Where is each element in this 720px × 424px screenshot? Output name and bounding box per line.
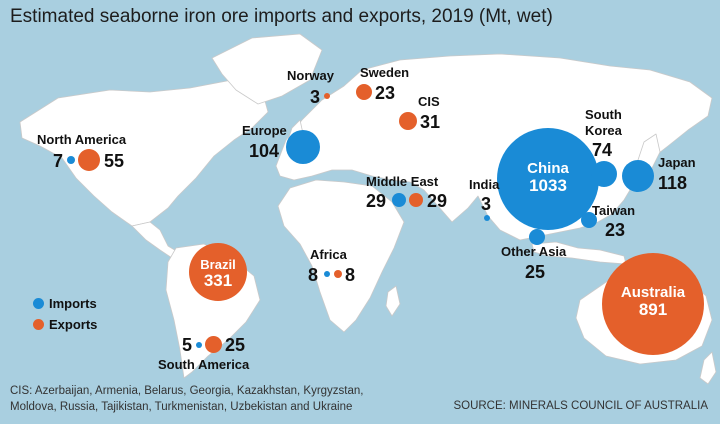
middle-east-exports-value: 29 — [427, 191, 448, 211]
australia-value: 891 — [638, 299, 668, 319]
north-america-exports-value: 55 — [104, 151, 125, 171]
south-america-exports-value: 25 — [225, 335, 246, 355]
africa-imports-value: 8 — [308, 265, 319, 285]
india-imports-bubble — [484, 215, 490, 221]
landmass-africa — [277, 179, 405, 333]
source-credit: SOURCE: MINERALS COUNCIL OF AUSTRALIA — [453, 400, 708, 412]
middle-east-exports-bubble — [409, 193, 423, 207]
japan-name: Japan — [658, 155, 696, 170]
africa-name: Africa — [310, 247, 347, 262]
sweden-name: Sweden — [360, 65, 410, 80]
africa-exports-value: 8 — [345, 265, 356, 285]
legend-exports: Exports — [33, 317, 97, 332]
landmass-north-america — [19, 79, 269, 227]
other-asia-imports-bubble — [529, 229, 545, 245]
north-america-name: North America — [37, 132, 127, 147]
legend-exports-label: Exports — [49, 317, 98, 332]
africa-imports-bubble — [324, 271, 330, 277]
south-america-exports-bubble — [205, 336, 222, 353]
norway-exports-bubble — [324, 93, 330, 99]
brazil-exports-bubble — [189, 243, 247, 301]
footnote-line1: CIS: Azerbaijan, Armenia, Belarus, Georg… — [10, 385, 364, 397]
legend-exports-dot — [33, 319, 44, 330]
taiwan-name: Taiwan — [592, 203, 636, 218]
north-america-exports-bubble — [78, 149, 100, 171]
legend-imports-dot — [33, 298, 44, 309]
middle-east-imports-bubble — [392, 193, 406, 207]
south-america-name: South America — [158, 357, 250, 372]
other-asia-name: Other Asia — [501, 244, 567, 259]
north-america-imports-bubble — [67, 156, 75, 164]
brazil-value: 331 — [203, 270, 233, 290]
europe-name: Europe — [242, 123, 287, 138]
cis-exports-value: 31 — [420, 112, 441, 132]
norway-exports-value: 3 — [310, 87, 321, 107]
australia-name: Australia — [620, 284, 686, 301]
taiwan-imports-value: 23 — [605, 220, 626, 240]
japan-imports-value: 118 — [658, 173, 688, 193]
china-name: China — [527, 160, 569, 177]
europe-imports-value: 104 — [249, 141, 280, 161]
landmass-central-america — [131, 221, 179, 259]
south-korea-name-line1: South — [585, 107, 622, 122]
north-america-imports-value: 7 — [53, 151, 64, 171]
sweden-exports-bubble — [356, 84, 372, 100]
sweden-exports-value: 23 — [375, 83, 396, 103]
middle-east-name: Middle East — [366, 174, 439, 189]
landmass-greenland — [211, 33, 323, 105]
legend-imports-label: Imports — [49, 296, 97, 311]
australia-label-group: Australia 891 — [602, 285, 704, 319]
norway-name: Norway — [287, 68, 334, 83]
footnote: CIS: Azerbaijan, Armenia, Belarus, Georg… — [10, 384, 363, 415]
south-korea-name-line2: Korea — [585, 123, 622, 138]
footnote-line2: Moldova, Russia, Tajikistan, Turkmenista… — [10, 400, 353, 413]
africa-exports-bubble — [334, 270, 342, 278]
cis-exports-bubble — [399, 112, 417, 130]
landmass-new-zealand — [699, 351, 717, 385]
europe-imports-bubble — [286, 130, 320, 164]
taiwan-imports-bubble — [581, 212, 597, 228]
australia-exports-bubble — [602, 253, 704, 355]
india-name: India — [469, 177, 500, 192]
india-imports-value: 3 — [481, 194, 492, 214]
other-asia-imports-value: 25 — [525, 262, 546, 282]
china-imports-bubble — [497, 128, 599, 230]
landmass-madagascar — [385, 285, 401, 317]
south-america-imports-value: 5 — [182, 335, 193, 355]
japan-imports-bubble — [622, 160, 654, 192]
brazil-label-group: Brazil 331 — [189, 258, 247, 289]
brazil-name: Brazil — [200, 257, 236, 272]
legend-imports: Imports — [33, 296, 97, 311]
china-value: 1033 — [529, 175, 567, 195]
south-korea-imports-bubble — [591, 161, 617, 187]
china-label-group: China 1033 — [497, 161, 599, 195]
middle-east-imports-value: 29 — [366, 191, 387, 211]
south-korea-imports-value: 74 — [592, 140, 613, 160]
landmass-europe-asia — [275, 53, 713, 241]
map-title: Estimated seaborne iron ore imports and … — [10, 6, 553, 27]
cis-name: CIS — [418, 94, 440, 109]
south-america-imports-bubble — [196, 342, 202, 348]
